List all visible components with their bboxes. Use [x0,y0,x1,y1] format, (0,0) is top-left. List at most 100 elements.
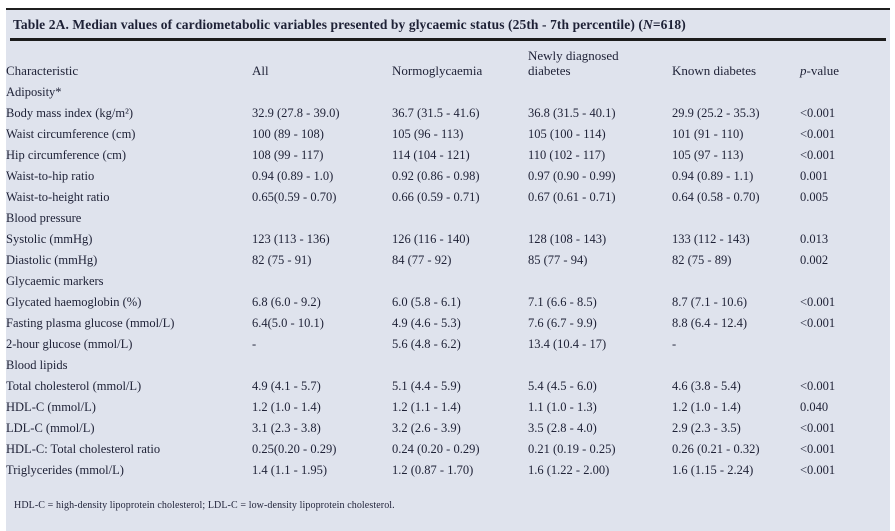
section-label: Adiposity* [6,85,62,99]
cell-value: <0.001 [800,106,836,120]
cell-value: 105 (100 - 114) [528,127,606,141]
cell-value: 101 (91 - 110) [672,127,744,141]
section-row: Glycaemic markers [6,268,890,289]
cell-value: 4.9 (4.6 - 5.3) [392,316,461,330]
cell-value: <0.001 [800,148,836,162]
cell-value: <0.001 [800,421,836,435]
row-label: Hip circumference (cm) [6,148,127,162]
cell-value: 4.9 (4.1 - 5.7) [252,379,321,393]
column-header-newly-diagnosed: Newly diagnosed diabetes [528,41,672,79]
cell-value: 0.65(0.59 - 0.70) [252,190,337,204]
cell-value: 0.64 (0.58 - 0.70) [672,190,760,204]
row-label: Waist-to-hip ratio [6,169,95,183]
row-label: Diastolic (mmHg) [6,253,98,267]
cell-value: 1.2 (1.0 - 1.4) [252,400,321,414]
table-title: Table 2A. Median values of cardiometabol… [6,10,890,38]
cell-value: 0.21 (0.19 - 0.25) [528,442,616,456]
row-label: Waist circumference (cm) [6,127,136,141]
cell-value: 0.002 [800,253,829,267]
table-footnote: HDL-C = high-density lipoprotein cholest… [14,500,395,511]
cell-value: 105 (97 - 113) [672,148,744,162]
p-value-p: p [800,63,807,79]
cell-value: 0.97 (0.90 - 0.99) [528,169,616,183]
row-label: LDL-C (mmol/L) [6,421,95,435]
cell-value: 29.9 (25.2 - 35.3) [672,106,760,120]
cell-value: 126 (116 - 140) [392,232,470,246]
row-label: HDL-C: Total cholesterol ratio [6,442,161,456]
cell-value: 105 (96 - 113) [392,127,464,141]
table-row: Triglycerides (mmol/L) 1.4 (1.1 - 1.95) 1.… [6,457,890,478]
table-row: Waist circumference (cm) 100 (89 - 108) 10… [6,121,890,142]
section-label: Blood pressure [6,211,82,225]
cell-value: 8.8 (6.4 - 12.4) [672,316,747,330]
cell-value: 110 (102 - 117) [528,148,606,162]
cell-value: 82 (75 - 89) [672,253,732,267]
cell-value: 1.6 (1.22 - 2.00) [528,463,610,477]
cell-value: 1.2 (1.0 - 1.4) [672,400,741,414]
row-label: Total cholesterol (mmol/L) [6,379,142,393]
cell-value: 0.005 [800,190,829,204]
cell-value: 6.0 (5.8 - 6.1) [392,295,461,309]
cell-value: 4.6 (3.8 - 5.4) [672,379,741,393]
cell-value: 0.94 (0.89 - 1.1) [672,169,754,183]
column-header-newly-line2: diabetes [528,63,571,79]
table-title-text: Table 2A. Median values of cardiometabol… [13,17,643,32]
row-label: Glycated haemoglobin (%) [6,295,142,309]
table-header-row: Characteristic All Normoglycaemia Newly … [6,41,890,79]
table-panel: Table 2A. Median values of cardiometabol… [6,8,890,531]
cell-value: 85 (77 - 94) [528,253,588,267]
cell-value: <0.001 [800,295,836,309]
column-header-p-value: p-value [800,41,890,79]
cell-value: 0.25(0.20 - 0.29) [252,442,337,456]
cell-value: 133 (112 - 143) [672,232,750,246]
cell-value: 0.67 (0.61 - 0.71) [528,190,616,204]
cell-value: 1.6 (1.15 - 2.24) [672,463,754,477]
table-row: Diastolic (mmHg) 82 (75 - 91) 84 (77 - 92)… [6,247,890,268]
cell-value: 36.7 (31.5 - 41.6) [392,106,480,120]
title-rule [10,38,886,41]
cell-value: 0.94 (0.89 - 1.0) [252,169,334,183]
table-row: HDL-C (mmol/L) 1.2 (1.0 - 1.4) 1.2 (1.1 - … [6,394,890,415]
cell-value: 32.9 (27.8 - 39.0) [252,106,340,120]
column-header-all: All [252,63,269,79]
cell-value: - [672,337,677,351]
cell-value: 0.26 (0.21 - 0.32) [672,442,760,456]
table-body: Adiposity* Body mass index (kg/m²) 32.9 (2… [6,79,890,478]
cell-value [800,331,890,352]
cell-value: 100 (89 - 108) [252,127,324,141]
cell-value: 0.040 [800,400,829,414]
row-label: Systolic (mmHg) [6,232,93,246]
cell-value: 108 (99 - 117) [252,148,324,162]
cell-value: 82 (75 - 91) [252,253,312,267]
cell-value: 0.66 (0.59 - 0.71) [392,190,480,204]
cell-value: 36.8 (31.5 - 40.1) [528,106,616,120]
row-label: 2-hour glucose (mmol/L) [6,337,133,351]
p-value-rest: -value [806,63,839,79]
cell-value: 0.001 [800,169,829,183]
cell-value: 114 (104 - 121) [392,148,470,162]
column-header-normoglycaemia: Normoglycaemia [392,63,483,79]
cell-value: 2.9 (2.3 - 3.5) [672,421,741,435]
row-label: HDL-C (mmol/L) [6,400,96,414]
row-label: Triglycerides (mmol/L) [6,463,124,477]
section-row: Blood lipids [6,352,890,373]
table-title-suffix: =618) [652,17,686,32]
column-header-characteristic: Characteristic [6,63,79,79]
cell-value: 5.4 (4.5 - 6.0) [528,379,597,393]
cell-value: <0.001 [800,463,836,477]
table-row: Waist-to-hip ratio 0.94 (0.89 - 1.0) 0.92 … [6,163,890,184]
cell-value: 13.4 (10.4 - 17) [528,337,607,351]
table-row: Glycated haemoglobin (%) 6.8 (6.0 - 9.2) 6… [6,289,890,310]
cell-value: 6.4(5.0 - 10.1) [252,316,324,330]
cell-value: <0.001 [800,127,836,141]
cell-value: 0.24 (0.20 - 0.29) [392,442,480,456]
table-title-n: N [643,17,653,32]
cell-value: <0.001 [800,316,836,330]
cell-value: 5.1 (4.4 - 5.9) [392,379,461,393]
section-label: Blood lipids [6,358,68,372]
row-label: Fasting plasma glucose (mmol/L) [6,316,175,330]
table-row: Hip circumference (cm) 108 (99 - 117) 114 … [6,142,890,163]
cell-value: 7.6 (6.7 - 9.9) [528,316,597,330]
section-row: Blood pressure [6,205,890,226]
table-row: LDL-C (mmol/L) 3.1 (2.3 - 3.8) 3.2 (2.6 - … [6,415,890,436]
